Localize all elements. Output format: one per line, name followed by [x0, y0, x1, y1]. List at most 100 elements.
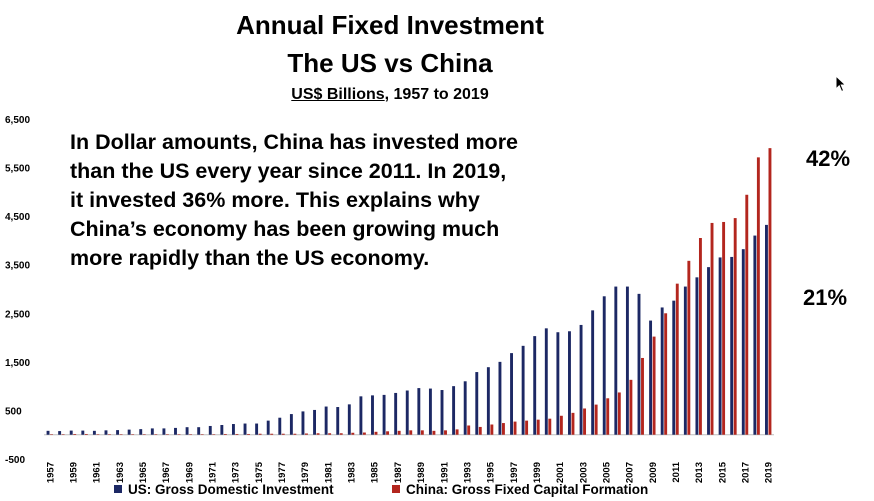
x-tick-label: 1965: [138, 461, 149, 483]
china-bar: [536, 419, 540, 435]
y-tick-label: 1,500: [5, 358, 30, 369]
us-bar: [289, 414, 293, 435]
us-bar: [336, 407, 340, 435]
us-bar: [649, 320, 653, 435]
subtitle-range: , 1957 to 2019: [384, 86, 489, 103]
x-tick-label: 2007: [625, 462, 636, 483]
us-bar: [301, 411, 305, 435]
us-bar: [718, 257, 722, 435]
legend-swatch-us: [114, 485, 122, 493]
x-tick-label: 1985: [370, 461, 381, 483]
us-bar: [521, 345, 525, 435]
y-tick-label: -500: [5, 455, 25, 466]
china-bar: [386, 431, 390, 435]
x-tick-label: 2009: [648, 462, 659, 483]
china-bar: [583, 408, 587, 435]
y-tick-label: 3,500: [5, 261, 30, 272]
china-bar: [513, 421, 517, 435]
us-bar: [382, 394, 386, 435]
us-bar: [174, 427, 177, 435]
x-tick-label: 2013: [694, 462, 705, 483]
china-bar: [559, 415, 563, 435]
x-tick-label: 1977: [277, 462, 288, 483]
us-bar: [683, 286, 687, 435]
us-bar: [313, 409, 316, 435]
china-bar: [467, 425, 471, 435]
x-tick-label: 1983: [347, 462, 358, 483]
china-bar: [571, 412, 575, 435]
legend-label-china: China: Gross Fixed Capital Formation: [406, 482, 649, 497]
china-bar: [432, 430, 436, 435]
y-tick-label: 500: [5, 406, 22, 417]
legend-item-china: China: Gross Fixed Capital Formation: [392, 482, 648, 497]
x-tick-label: 2005: [602, 461, 613, 483]
china-bar: [281, 433, 285, 435]
us-bar: [185, 427, 189, 435]
us-bar: [405, 390, 409, 435]
us-bar: [475, 372, 479, 435]
china-bar: [664, 313, 668, 435]
us-bar: [591, 310, 595, 435]
us-bar: [579, 324, 583, 435]
china-bar: [84, 433, 88, 435]
china-bar: [455, 429, 459, 435]
x-tick-label: 1981: [323, 461, 334, 483]
us-bar: [695, 277, 699, 435]
china-bar: [594, 404, 598, 435]
y-tick-label: 4,500: [5, 212, 30, 223]
china-bar: [548, 418, 552, 435]
china-bar: [328, 433, 332, 435]
china-bar: [223, 433, 227, 435]
china-bar: [409, 430, 413, 435]
us-bar: [347, 404, 351, 435]
china-bar: [316, 433, 320, 435]
annotation-line: it invested 36% more. This explains why: [70, 188, 480, 212]
china-bar: [478, 426, 482, 435]
us-bar: [139, 429, 143, 435]
china-bar: [641, 357, 644, 435]
legend-label-us: US: Gross Domestic Investment: [128, 482, 334, 497]
y-tick-label: 6,500: [5, 115, 30, 126]
x-tick-label: 1961: [92, 461, 103, 483]
us-bar: [660, 307, 664, 435]
us-bar: [765, 224, 768, 435]
china-bar: [490, 424, 494, 435]
x-tick-label: 1975: [254, 461, 265, 483]
china-bar: [617, 392, 621, 435]
mouse-pointer-icon: [835, 75, 847, 93]
us-bar: [220, 425, 224, 435]
china-bar: [270, 433, 274, 435]
us-bar: [266, 420, 270, 435]
legend-swatch-china: [392, 485, 400, 493]
china-bar: [247, 433, 250, 435]
x-tick-label: 1993: [462, 462, 473, 483]
us-bar: [730, 256, 734, 435]
x-tick-label: 1979: [300, 462, 311, 483]
us-bar: [255, 423, 259, 435]
chart-subtitle: US$ Billions, 1957 to 2019: [0, 86, 780, 104]
us-bar: [208, 425, 212, 435]
x-tick-label: 1989: [416, 462, 427, 483]
china-bar: [756, 157, 760, 435]
us-bar: [707, 267, 710, 435]
us-bar: [58, 431, 62, 435]
china-bar: [606, 398, 610, 435]
annotation-line: China’s economy has been growing much: [70, 217, 500, 241]
us-bar: [92, 430, 96, 435]
us-bar: [568, 331, 571, 435]
china-bar: [687, 260, 691, 435]
china-bar: [258, 433, 262, 435]
us-bar: [625, 286, 629, 435]
china-bar: [698, 238, 702, 435]
china-bar: [351, 432, 355, 435]
us-bar: [162, 428, 166, 435]
china-bar: [675, 283, 679, 435]
us-bar: [46, 430, 50, 435]
y-tick-label: 5,500: [5, 164, 30, 175]
china-bar: [652, 336, 656, 435]
us-bar: [753, 235, 757, 435]
x-tick-label: 2019: [764, 462, 775, 483]
us-bar: [81, 430, 85, 435]
annotation-line: than the US every year since 2011. In 20…: [70, 159, 507, 183]
annotation-text: In Dollar amounts, China has invested mo…: [70, 128, 570, 273]
